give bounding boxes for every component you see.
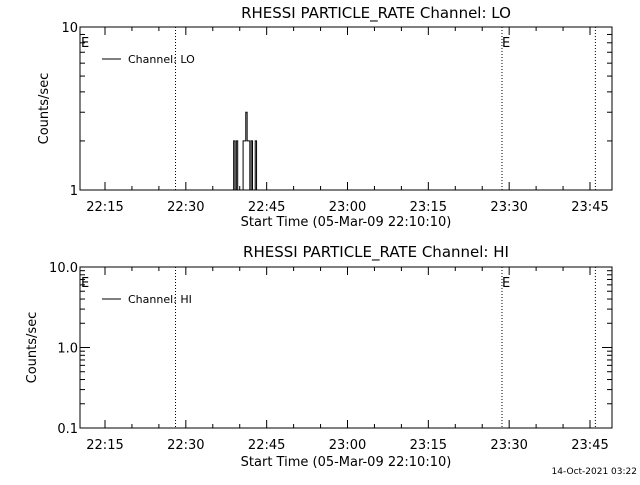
y-tick-label: 0.1 — [57, 422, 78, 437]
y-tick-label: 1.0 — [57, 342, 78, 357]
legend-entry: Channel: LO — [128, 53, 195, 66]
x-tick-label: 23:30 — [490, 200, 527, 215]
x-axis-label: Start Time (05-Mar-09 22:10:10) — [241, 455, 452, 470]
x-tick-label: 23:45 — [571, 200, 608, 215]
y-tick-label: 10.0 — [49, 261, 78, 276]
y-tick-label: 1 — [70, 184, 78, 199]
x-axis-label: Start Time (05-Mar-09 22:10:10) — [241, 215, 452, 230]
y-axis-label: Counts/sec — [37, 73, 52, 145]
x-tick-label: 23:15 — [410, 200, 447, 215]
time-marker-label: E — [81, 276, 89, 291]
chart-title: RHESSI PARTICLE_RATE Channel: LO — [241, 4, 511, 23]
time-marker-label: E — [502, 36, 510, 51]
chart-title: RHESSI PARTICLE_RATE Channel: HI — [243, 243, 509, 262]
x-tick-label: 22:30 — [167, 438, 204, 453]
x-tick-label: 22:30 — [167, 200, 204, 215]
x-tick-label: 23:30 — [490, 438, 527, 453]
x-tick-label: 22:45 — [248, 438, 285, 453]
chart-panel-2: RHESSI PARTICLE_RATE Channel: HI 22:15 22:… — [25, 243, 613, 470]
chart-panels: RHESSI PARTICLE_RATE Channel: LO 22:15 22:… — [25, 4, 613, 470]
x-tick-label: 23:00 — [329, 200, 366, 215]
y-axis-label: Counts/sec — [25, 312, 40, 384]
time-marker-label: E — [502, 276, 510, 291]
x-tick-label: 23:45 — [571, 438, 608, 453]
x-tick-label: 22:15 — [86, 200, 123, 215]
timestamp-footer: 14-Oct-2021 03:22 — [552, 467, 637, 477]
x-tick-label: 22:45 — [248, 200, 285, 215]
plot-frame — [79, 26, 613, 191]
chart-panel-1: RHESSI PARTICLE_RATE Channel: LO 22:15 22:… — [37, 4, 613, 230]
x-tick-label: 23:15 — [410, 438, 447, 453]
y-tick-label: 10 — [61, 21, 78, 36]
x-tick-label: 23:00 — [329, 438, 366, 453]
legend-entry: Channel: HI — [128, 293, 192, 306]
time-marker-label: E — [81, 36, 89, 51]
x-tick-label: 22:15 — [86, 438, 123, 453]
series-line-channel-lo — [232, 111, 271, 191]
